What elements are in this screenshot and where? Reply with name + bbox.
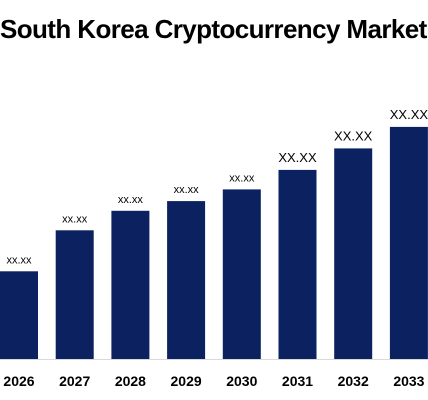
data-label-2033: XX.XX: [390, 107, 428, 122]
x-tick-label-2033: 2033: [393, 373, 424, 389]
bar-2032: [334, 148, 373, 359]
x-tick-label-2030: 2030: [226, 373, 257, 389]
data-label-2026: xx.xx: [6, 254, 32, 266]
data-labels-group: xx.xx xx.xx xx.xx xx.xx xx.xx XX.XX XX.XX XX.XX: [6, 107, 428, 266]
bar-2026: [0, 271, 38, 360]
chart-title: South Korea Cryptocurrency Market: [0, 14, 427, 44]
data-label-2028: xx.xx: [118, 194, 144, 206]
x-tick-label-2027: 2027: [59, 373, 90, 389]
bar-2027: [55, 230, 94, 359]
bar-2031: [278, 169, 317, 359]
bar-2030: [222, 189, 261, 359]
data-label-2027: xx.xx: [62, 213, 88, 225]
x-tick-label-2029: 2029: [171, 373, 202, 389]
data-label-2029: xx.xx: [174, 184, 200, 196]
bar-2028: [111, 210, 150, 359]
bar-2033: [389, 126, 428, 360]
x-tick-label-2032: 2032: [338, 373, 369, 389]
bar-2029: [167, 201, 206, 359]
data-label-2030: xx.xx: [229, 172, 255, 184]
x-tick-label-2026: 2026: [3, 373, 34, 389]
data-label-2032: XX.XX: [334, 128, 373, 143]
x-tick-labels-group: 2026 2027 2028 2029 2030 2031 2032 2033: [3, 373, 424, 389]
x-tick-label-2031: 2031: [282, 373, 313, 389]
bars-group: [0, 126, 428, 360]
x-tick-label-2028: 2028: [115, 373, 146, 389]
data-label-2031: XX.XX: [278, 150, 317, 165]
